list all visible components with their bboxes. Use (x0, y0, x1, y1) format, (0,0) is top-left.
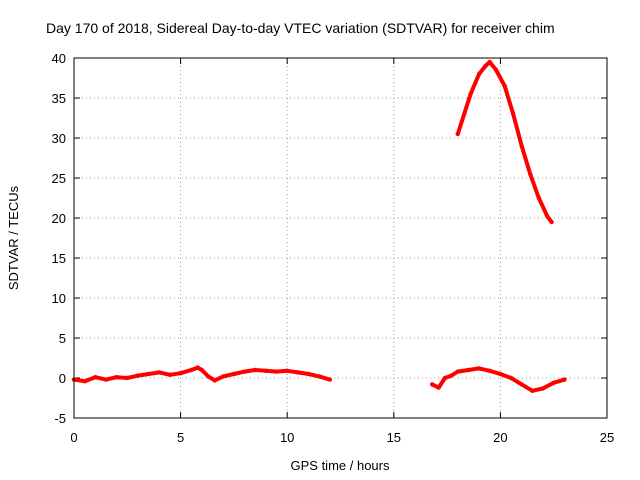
chart-title: Day 170 of 2018, Sidereal Day-to-day VTE… (46, 20, 555, 36)
data-point (536, 195, 541, 201)
x-tick-label: 20 (493, 430, 507, 445)
data-point (545, 214, 550, 219)
data-point (206, 374, 211, 379)
data-point (476, 366, 482, 371)
data-point (549, 219, 554, 225)
x-tick-label: 5 (177, 430, 184, 445)
data-point (295, 370, 301, 375)
y-tick-label: -5 (54, 411, 66, 426)
data-point (528, 171, 533, 177)
x-tick-label: 25 (600, 430, 614, 445)
data-point (502, 83, 507, 89)
data-point (436, 385, 441, 390)
y-tick-label: 20 (52, 211, 66, 226)
data-point (93, 375, 98, 380)
data-point (498, 371, 503, 377)
data-point (221, 374, 226, 379)
data-point (195, 365, 200, 370)
data-point (468, 91, 473, 97)
data-point (146, 371, 151, 377)
plot-border (73, 57, 608, 419)
data-point (530, 388, 535, 393)
y-axis-label: SDTVAR / TECUs (6, 185, 21, 290)
data-point (103, 377, 109, 382)
data-point (167, 372, 173, 377)
data-point (157, 370, 162, 375)
x-tick-labels: 0 5 10 15 20 25 (70, 430, 614, 445)
data-point (493, 67, 499, 73)
data-point (449, 373, 454, 378)
data-point (519, 143, 524, 149)
data-point (125, 375, 130, 381)
data-point (519, 382, 524, 387)
data-point (285, 368, 290, 373)
data-point (327, 377, 332, 382)
y-tick-label: 35 (52, 91, 66, 106)
data-point (551, 380, 556, 385)
data-point (483, 63, 488, 69)
data-point (189, 367, 194, 373)
y-tick-label: 10 (52, 291, 66, 306)
x-tick-label: 15 (387, 430, 401, 445)
data-point (253, 367, 258, 373)
data-point (231, 371, 237, 377)
data-point (511, 111, 516, 117)
data-point (178, 371, 183, 376)
data-point (82, 379, 87, 384)
data-point (487, 368, 492, 373)
y-tick-label: 30 (52, 131, 66, 146)
data-point (562, 377, 567, 382)
data-point (242, 369, 247, 374)
series-group (71, 59, 567, 393)
data-point (466, 367, 471, 373)
data-point (455, 131, 460, 137)
data-point (135, 373, 141, 378)
data-point (263, 368, 269, 373)
y-tick-labels: -5 0 5 10 15 20 25 30 35 40 (52, 51, 66, 426)
data-point (212, 378, 217, 383)
data-point (274, 369, 279, 374)
x-tick-label: 10 (280, 430, 294, 445)
y-tick-label: 25 (52, 171, 66, 186)
data-point (462, 111, 467, 117)
data-point (508, 375, 514, 381)
data-point (540, 386, 546, 391)
data-point (455, 369, 460, 374)
data-point (199, 367, 205, 373)
data-point (430, 382, 435, 387)
data-point (487, 59, 492, 65)
x-axis-label: GPS time / hours (291, 458, 390, 473)
data-point (476, 71, 482, 77)
x-tick-label: 0 (70, 430, 77, 445)
data-point (114, 375, 119, 380)
y-tick-label: 0 (59, 371, 66, 386)
data-point (306, 371, 311, 377)
data-point (442, 375, 448, 381)
data-point (317, 374, 322, 379)
y-tick-label: 5 (59, 331, 66, 346)
y-tick-label: 40 (52, 51, 66, 66)
series-line-3 (455, 60, 554, 224)
y-tick-label: 15 (52, 251, 66, 266)
